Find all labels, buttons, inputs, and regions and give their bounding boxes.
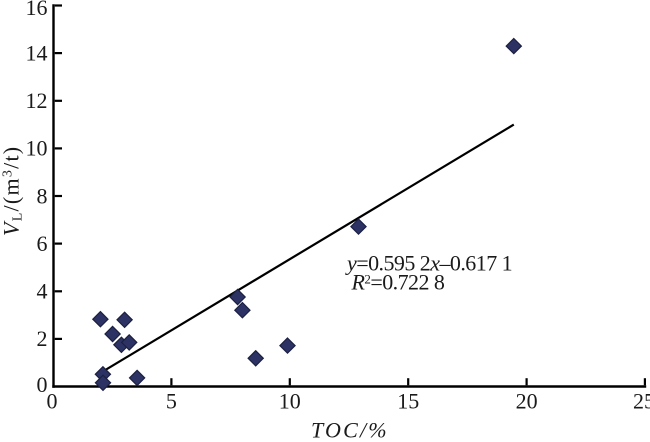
svg-text:VL/(m3/t): VL/(m3/t) [0, 146, 26, 236]
svg-text:5: 5 [166, 389, 177, 414]
svg-text:10: 10 [26, 136, 48, 161]
svg-text:15: 15 [397, 389, 419, 414]
svg-text:8: 8 [37, 183, 48, 208]
svg-text:0: 0 [37, 372, 48, 397]
svg-text:0: 0 [47, 389, 58, 414]
svg-text:4: 4 [37, 279, 48, 304]
svg-text:TOC/%: TOC/% [311, 418, 389, 442]
svg-text:10: 10 [279, 389, 301, 414]
svg-text:2: 2 [37, 326, 48, 351]
svg-text:12: 12 [26, 88, 48, 113]
svg-text:16: 16 [26, 0, 48, 20]
svg-text:14: 14 [26, 41, 48, 66]
svg-text:y=0.595 2x–0.617 1: y=0.595 2x–0.617 1 [345, 251, 512, 276]
svg-text:6: 6 [37, 231, 48, 256]
svg-text:20: 20 [516, 389, 538, 414]
svg-text:25: 25 [633, 389, 650, 414]
svg-text:R2=0.722 8: R2=0.722 8 [351, 270, 445, 295]
